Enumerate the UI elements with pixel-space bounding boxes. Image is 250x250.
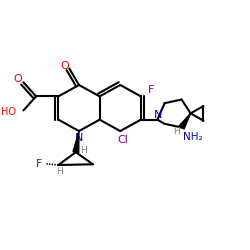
Text: N: N — [75, 133, 83, 143]
Text: H: H — [173, 127, 180, 136]
Text: HO: HO — [1, 107, 16, 117]
Text: O: O — [14, 74, 22, 85]
Text: F: F — [148, 85, 154, 95]
Text: O: O — [60, 61, 69, 71]
Text: N: N — [154, 110, 163, 120]
Polygon shape — [179, 113, 190, 129]
Text: NH₂: NH₂ — [184, 132, 203, 142]
Text: F: F — [36, 159, 42, 169]
Text: Cl: Cl — [117, 135, 128, 145]
Text: H: H — [56, 166, 63, 175]
Text: H: H — [80, 146, 86, 155]
Polygon shape — [73, 131, 79, 152]
